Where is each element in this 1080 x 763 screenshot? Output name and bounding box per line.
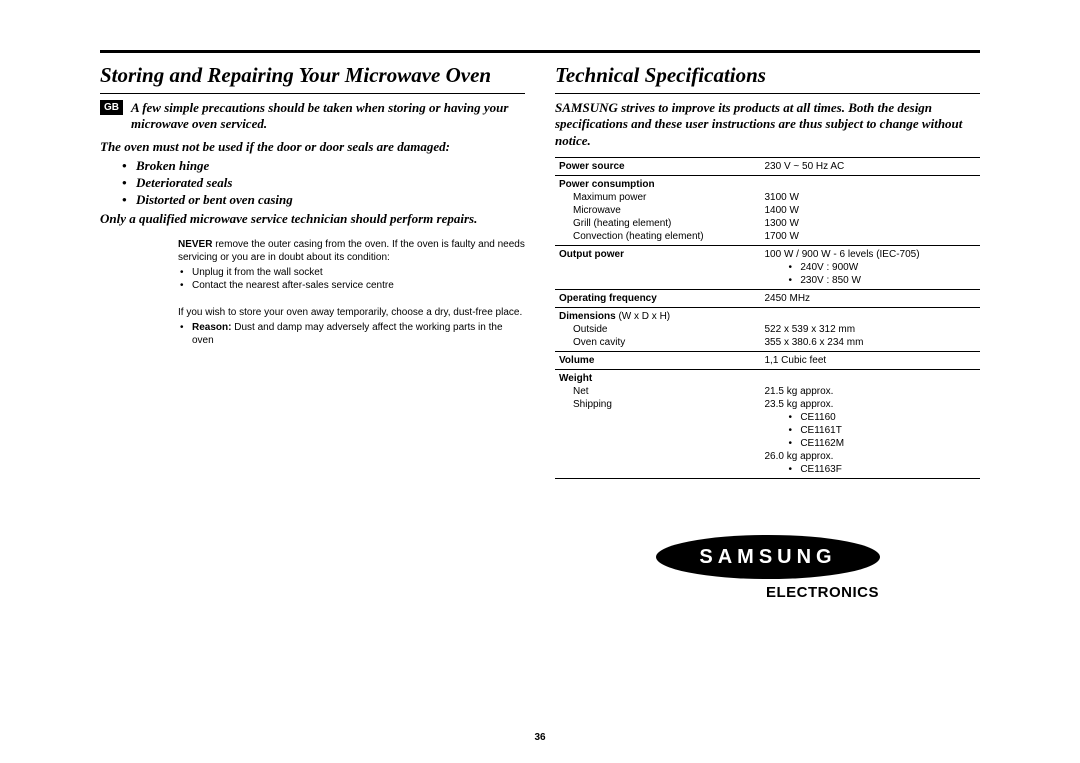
spec-value: 26.0 kg approx. [760, 450, 980, 463]
page-number: 36 [0, 732, 1080, 743]
right-heading: Technical Specifications [555, 63, 980, 94]
spec-value: 1,1 Cubic feet [760, 351, 980, 369]
reason-text: Dust and damp may adversely affect the w… [192, 322, 503, 346]
defect-item: Deteriorated seals [136, 175, 525, 192]
spec-value: 2450 MHz [760, 289, 980, 307]
spec-bullet: 230V : 850 W [760, 274, 980, 290]
defect-item: Broken hinge [136, 158, 525, 175]
must-not-text: The oven must not be used if the door or… [100, 139, 525, 155]
spec-value: 230 V ~ 50 Hz AC [760, 157, 980, 175]
spec-value: 100 W / 900 W - 6 levels (IEC-705) [760, 245, 980, 261]
spec-value: 23.5 kg approx. [760, 398, 980, 411]
page-top-rule [100, 50, 980, 53]
left-column: Storing and Repairing Your Microwave Ove… [100, 63, 525, 601]
reason-label: Reason: [192, 322, 231, 333]
qualified-text: Only a qualified microwave service techn… [100, 211, 525, 227]
never-text: remove the outer casing from the oven. I… [178, 239, 525, 263]
spec-label: Dimensions (W x D x H) [555, 307, 760, 323]
spec-table: Power source 230 V ~ 50 Hz AC Power cons… [555, 157, 980, 483]
spec-value: 355 x 380.6 x 234 mm [760, 336, 980, 352]
defect-list: Broken hinge Deteriorated seals Distorte… [100, 158, 525, 209]
spec-value: 21.5 kg approx. [760, 385, 980, 398]
defect-item: Distorted or bent oven casing [136, 192, 525, 209]
spec-sublabel: Grill (heating element) [555, 217, 760, 230]
brand-subtext: ELECTRONICS [665, 584, 980, 601]
spec-label: Power consumption [555, 175, 760, 191]
spec-label: Output power [555, 245, 760, 261]
spec-sublabel: Net [555, 385, 760, 398]
spec-bullet: CE1163F [760, 463, 980, 479]
spec-value: 522 x 539 x 312 mm [760, 323, 980, 336]
spec-sublabel: Maximum power [555, 191, 760, 204]
brand-logo: SAMSUNG ELECTRONICS [555, 533, 980, 601]
never-sub-item: Contact the nearest after-sales service … [192, 279, 525, 292]
spec-bullet: 240V : 900W [760, 261, 980, 274]
spec-sublabel: Oven cavity [555, 336, 760, 352]
spec-sublabel: Shipping [555, 398, 760, 411]
gb-badge: GB [100, 100, 123, 115]
samsung-logo-icon: SAMSUNG [653, 533, 883, 581]
spec-sublabel: Outside [555, 323, 760, 336]
spec-label: Power source [555, 157, 760, 175]
spec-value: 3100 W [760, 191, 980, 204]
store-block: If you wish to store your oven away temp… [178, 306, 525, 347]
never-sub-item: Unplug it from the wall socket [192, 266, 525, 279]
spec-bullet: CE1160 [760, 411, 980, 424]
spec-bullet: CE1162M [760, 437, 980, 450]
spec-value: 1300 W [760, 217, 980, 230]
store-text: If you wish to store your oven away temp… [178, 307, 522, 318]
spec-label: Volume [555, 351, 760, 369]
reason-item: Reason: Dust and damp may adversely affe… [192, 321, 525, 347]
right-column: Technical Specifications SAMSUNG strives… [555, 63, 980, 601]
spec-value: 1700 W [760, 230, 980, 246]
left-heading: Storing and Repairing Your Microwave Ove… [100, 63, 525, 94]
never-label: NEVER [178, 239, 212, 250]
spec-label: Operating frequency [555, 289, 760, 307]
spec-sublabel: Convection (heating element) [555, 230, 760, 246]
left-intro: A few simple precautions should be taken… [131, 100, 525, 133]
svg-text:SAMSUNG: SAMSUNG [699, 546, 836, 568]
spec-label: Weight [555, 369, 760, 385]
never-block: NEVER remove the outer casing from the o… [178, 238, 525, 292]
spec-sublabel: Microwave [555, 204, 760, 217]
spec-value: 1400 W [760, 204, 980, 217]
right-intro: SAMSUNG strives to improve its products … [555, 100, 980, 149]
spec-bullet: CE1161T [760, 424, 980, 437]
